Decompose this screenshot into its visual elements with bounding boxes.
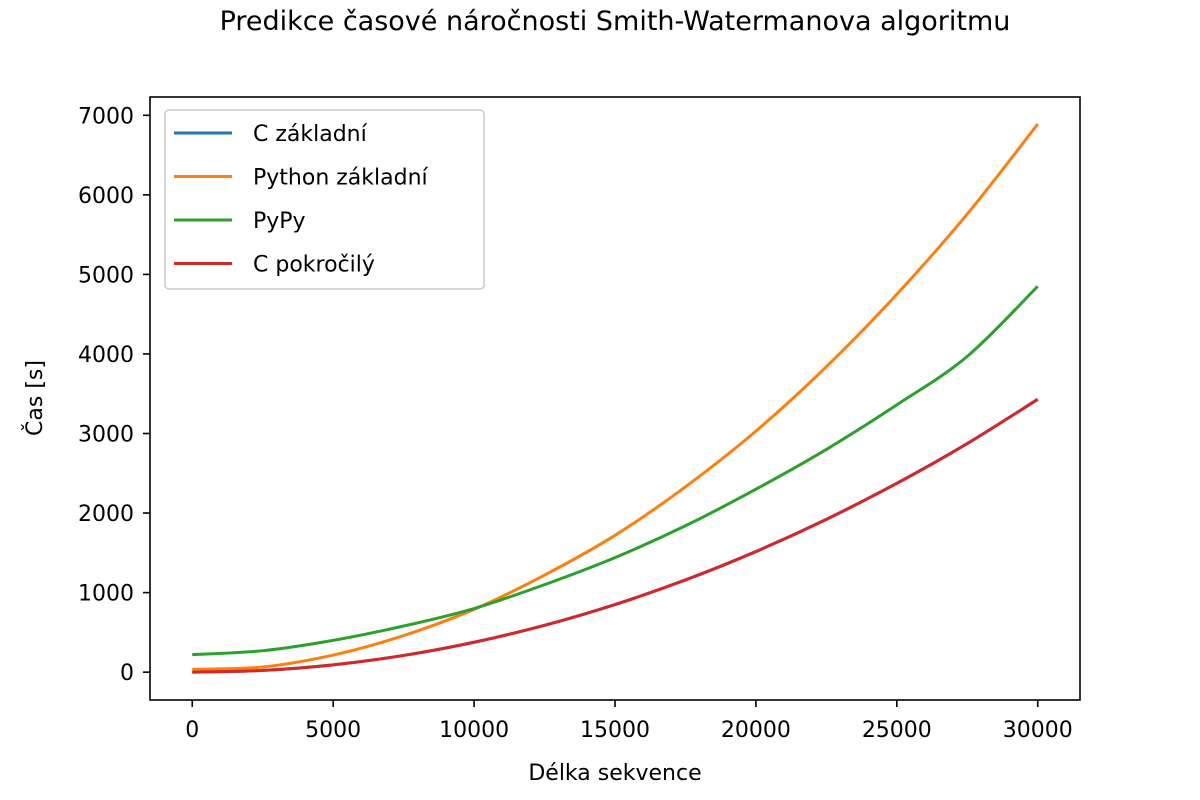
legend-label-python-zakladni: Python základní [253, 166, 429, 191]
y-tick-label: 2000 [78, 502, 134, 527]
x-tick-label: 30000 [1003, 718, 1073, 743]
legend: C základní Python základní PyPy C pokročilý [164, 109, 485, 290]
x-tick-label: 15000 [580, 718, 650, 743]
x-tick-label: 10000 [439, 718, 509, 743]
x-axis-label: Délka sekvence [528, 761, 701, 786]
legend-label-c-zakladni: C základní [253, 122, 368, 147]
y-axis-ticks: 0 1000 2000 3000 4000 5000 6000 7000 [78, 104, 150, 686]
y-tick-label: 5000 [78, 263, 134, 288]
legend-label-c-pokrocily: C pokročilý [253, 253, 375, 278]
legend-label-pypy: PyPy [253, 209, 306, 234]
series-line-python-zakladni [192, 123, 1039, 671]
y-tick-label: 6000 [78, 184, 134, 209]
y-tick-label: 3000 [78, 423, 134, 448]
chart-title: Predikce časové náročnosti Smith-Waterma… [220, 6, 1011, 37]
y-tick-label: 4000 [78, 343, 134, 368]
x-tick-label: 5000 [305, 718, 361, 743]
x-axis-ticks: 0 5000 10000 15000 20000 25000 30000 [185, 700, 1073, 743]
x-tick-label: 0 [185, 718, 199, 743]
series-line-c-pokrocily [192, 398, 1039, 674]
series-line-pypy [192, 285, 1039, 657]
y-axis-label: Čas [s] [22, 360, 48, 436]
y-tick-label: 7000 [78, 104, 134, 129]
y-tick-label: 1000 [78, 582, 134, 607]
series-layer [192, 123, 1039, 674]
y-tick-label: 0 [120, 661, 134, 686]
x-tick-label: 25000 [862, 718, 932, 743]
legend-box [164, 109, 485, 290]
x-tick-label: 20000 [721, 718, 791, 743]
